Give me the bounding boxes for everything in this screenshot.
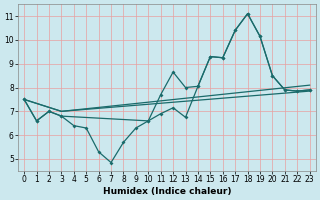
X-axis label: Humidex (Indice chaleur): Humidex (Indice chaleur): [103, 187, 231, 196]
